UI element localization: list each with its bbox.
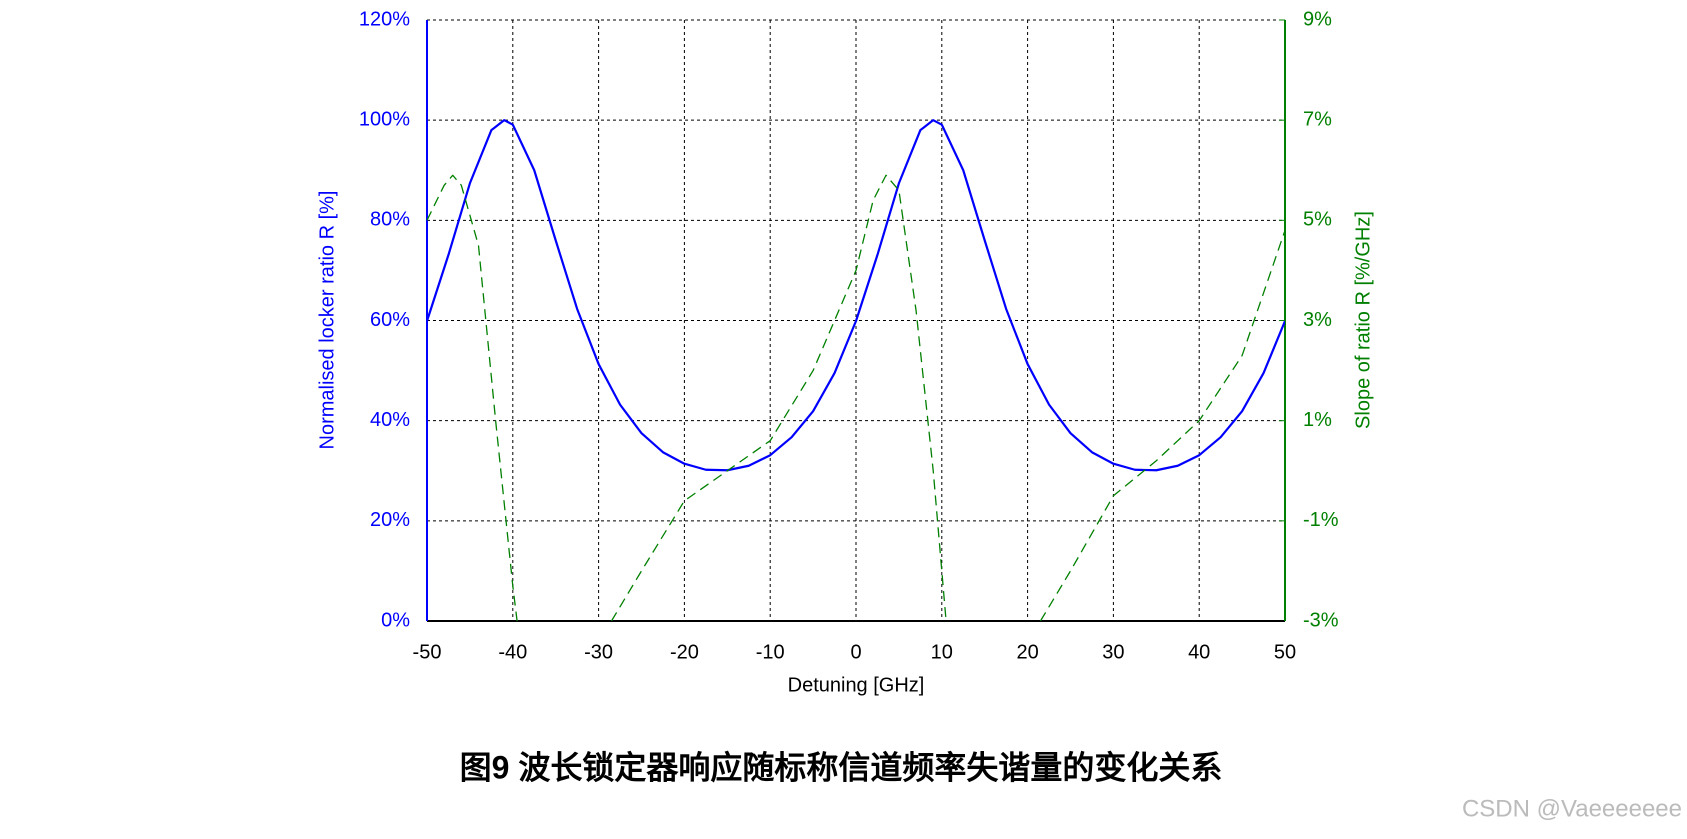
- series-line: [427, 119, 1285, 472]
- x-tick-label: -50: [413, 641, 442, 663]
- y2-tick-label: 9%: [1303, 8, 1332, 30]
- x-tick-label: 10: [931, 641, 953, 663]
- y-tick-label: 80%: [370, 209, 410, 231]
- x-tick-label: -40: [498, 641, 527, 663]
- y2-tick-label: -1%: [1303, 509, 1339, 531]
- y2-tick-label: 5%: [1303, 209, 1332, 231]
- y-tick-label: 0%: [381, 609, 410, 631]
- y2-tick-label: 1%: [1303, 409, 1332, 431]
- x-tick-label: 40: [1188, 641, 1210, 663]
- x-axis-label: Detuning [GHz]: [788, 674, 925, 696]
- y-axis-label: Normalised locker ratio R [%]: [316, 191, 338, 450]
- x-tick-label: -30: [584, 641, 613, 663]
- caption: 图9 波长锁定器响应随标称信道频率失谐量的变化关系: [460, 749, 1223, 785]
- x-tick-label: 0: [850, 641, 861, 663]
- x-tick-label: 50: [1274, 641, 1296, 663]
- y2-tick-label: -3%: [1303, 609, 1339, 631]
- watermark: CSDN @Vaeeeeeee: [1462, 795, 1682, 822]
- y-tick-label: 40%: [370, 409, 410, 431]
- x-tick-label: 20: [1016, 641, 1038, 663]
- y2-tick-label: 3%: [1303, 309, 1332, 331]
- x-tick-label: -20: [670, 641, 699, 663]
- series-line: [427, 174, 1285, 621]
- y-tick-label: 120%: [359, 8, 410, 30]
- x-tick-label: 30: [1102, 641, 1124, 663]
- y-tick-label: 100%: [359, 108, 410, 130]
- y-tick-label: 20%: [370, 509, 410, 531]
- y2-axis-label: Slope of ratio R [%/GHz]: [1352, 211, 1374, 429]
- y2-tick-label: 7%: [1303, 108, 1332, 130]
- y-tick-label: 60%: [370, 309, 410, 331]
- x-tick-label: -10: [756, 641, 785, 663]
